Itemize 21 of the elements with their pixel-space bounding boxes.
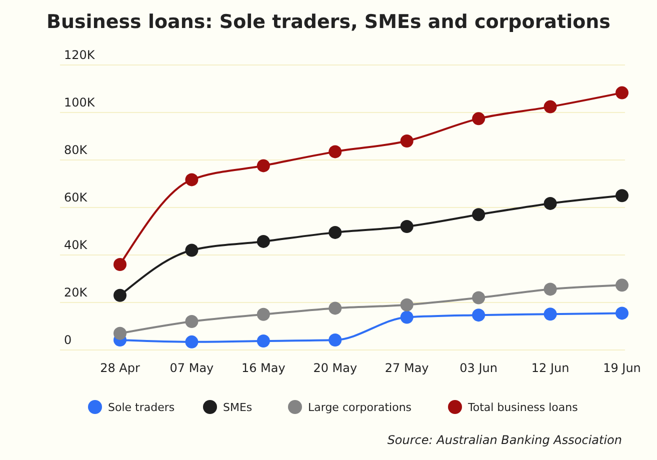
x-tick-label: 28 Apr <box>100 361 140 375</box>
y-tick-label: 60K <box>64 190 88 204</box>
x-tick-label: 19 Jun <box>603 361 641 375</box>
chart-title: Business loans: Sole traders, SMEs and corporations <box>46 11 611 33</box>
y-tick-label: 20K <box>64 286 88 300</box>
y-tick-label: 100K <box>64 96 96 110</box>
legend-label: SMEs <box>223 401 252 414</box>
legend-label: Sole traders <box>108 401 175 414</box>
x-tick-label: 12 Jun <box>531 361 570 375</box>
legend-label: Large corporations <box>308 401 412 414</box>
y-tick-label: 40K <box>64 238 88 252</box>
x-tick-label: 16 May <box>241 361 286 375</box>
x-tick-label: 03 Jun <box>460 361 498 375</box>
x-tick-label: 27 May <box>384 361 429 375</box>
y-tick-label: 120K <box>64 48 96 62</box>
source-note: Source: Australian Banking Association <box>387 433 622 447</box>
y-tick-label: 80K <box>64 143 88 157</box>
x-tick-label: 07 May <box>170 361 214 375</box>
legend-label: Total business loans <box>467 401 578 414</box>
x-tick-label: 20 May <box>313 361 358 375</box>
y-tick-label: 0 <box>64 333 72 347</box>
